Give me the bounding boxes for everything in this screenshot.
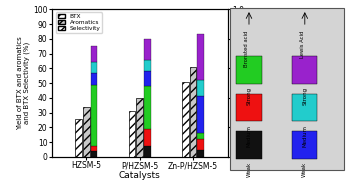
Bar bbox=[75, 119, 82, 157]
Text: Strong: Strong bbox=[302, 87, 307, 105]
Bar bbox=[292, 94, 317, 121]
Bar bbox=[91, 73, 98, 84]
Bar bbox=[144, 60, 151, 71]
Bar bbox=[236, 56, 262, 84]
Bar bbox=[292, 131, 317, 159]
Bar bbox=[198, 96, 204, 133]
Bar bbox=[236, 94, 262, 121]
Bar bbox=[198, 139, 204, 150]
Bar bbox=[91, 151, 98, 157]
Bar bbox=[91, 84, 98, 146]
Bar bbox=[91, 46, 98, 62]
Text: Strong: Strong bbox=[246, 87, 251, 105]
Bar bbox=[136, 98, 143, 157]
Bar bbox=[198, 150, 204, 157]
Text: Bronsted acid: Bronsted acid bbox=[244, 30, 249, 67]
Text: Medium: Medium bbox=[246, 125, 251, 147]
Bar bbox=[144, 86, 151, 129]
Bar bbox=[91, 146, 98, 151]
Bar bbox=[198, 133, 204, 139]
Bar bbox=[144, 39, 151, 60]
Bar bbox=[129, 111, 135, 157]
Bar bbox=[198, 80, 204, 96]
Text: Weak: Weak bbox=[246, 162, 251, 177]
Bar bbox=[182, 82, 189, 157]
Legend: BTX, Aromatics, Selectivity: BTX, Aromatics, Selectivity bbox=[56, 12, 102, 33]
Text: Medium: Medium bbox=[302, 125, 307, 147]
Bar bbox=[144, 146, 151, 157]
Bar bbox=[292, 56, 317, 84]
Bar bbox=[83, 108, 90, 157]
Bar bbox=[236, 131, 262, 159]
Bar bbox=[190, 67, 197, 157]
X-axis label: Catalysts: Catalysts bbox=[119, 171, 161, 180]
Text: Lewis Acid: Lewis Acid bbox=[300, 30, 305, 58]
Y-axis label: Relative Acid Amount
and acid distribution (%): Relative Acid Amount and acid distributi… bbox=[247, 40, 260, 126]
Bar bbox=[91, 62, 98, 73]
FancyBboxPatch shape bbox=[230, 8, 344, 170]
Bar bbox=[198, 34, 204, 80]
Bar bbox=[144, 129, 151, 146]
Bar bbox=[144, 71, 151, 86]
Y-axis label: Yield of BTX and aromatics
and BTX Selectivity (%): Yield of BTX and aromatics and BTX Selec… bbox=[17, 36, 30, 130]
Text: Weak: Weak bbox=[302, 162, 307, 177]
